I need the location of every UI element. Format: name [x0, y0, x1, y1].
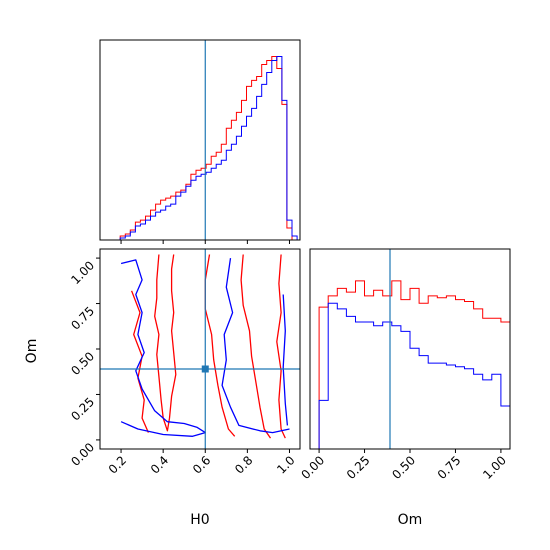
joint-xtick-label-3: 0.8 [232, 453, 255, 476]
joint-ytick-label-2: 0.50 [68, 349, 97, 378]
joint-ytick-label-0: 0.00 [68, 440, 97, 469]
contour-series-0-line-4 [276, 254, 286, 439]
h0-hist-frame [99, 39, 301, 241]
h0-om-joint-contour: 0.2 0.4 0.6 0.8 1.0 0.00 0.25 0.50 0.75 1.00 [68, 248, 301, 477]
joint-xtick-label-1: 0.4 [148, 453, 171, 476]
om-marginal-histogram: 0.00 0.25 0.50 0.75 1.00 [298, 248, 511, 482]
om-hist-series-1 [310, 302, 510, 449]
om-xtick-label-3: 0.75 [435, 453, 464, 482]
contour-series-0-line-1 [130, 290, 149, 433]
joint-ytick-label-1: 0.25 [68, 395, 97, 424]
om-xtick-label-2: 0.50 [389, 453, 418, 482]
contour-series-1-line-1 [221, 258, 290, 434]
joint-xtick-label-0: 0.2 [106, 453, 129, 476]
joint-xtick-label-4: 1.0 [274, 453, 297, 476]
x-axis-label-h0: H0 [190, 512, 209, 528]
om-hist-frame [309, 248, 511, 450]
joint-ytick-label-3: 0.75 [68, 304, 97, 333]
h0-hist-series-0 [100, 56, 300, 240]
om-xtick-label-4: 1.00 [480, 453, 509, 482]
om-xtick-label-1: 0.25 [344, 453, 373, 482]
x-axis-label-om: Om [398, 512, 423, 528]
h0-marginal-histogram [99, 39, 301, 244]
joint-frame [99, 248, 301, 450]
om-hist-series-0 [310, 280, 510, 449]
contour-series-1-line-2 [282, 294, 289, 426]
contour-series-0-line-0 [154, 254, 177, 432]
h0-hist-series-1 [100, 56, 300, 240]
truth-marker [201, 365, 209, 373]
contour-series-0-line-3 [240, 254, 272, 439]
contour-series-1-line-0 [120, 259, 206, 437]
contour-series-0-line-2 [204, 254, 236, 437]
y-axis-label-om: Om [24, 339, 40, 364]
om-xtick-label-0: 0.00 [298, 453, 327, 482]
joint-ytick-label-4: 1.00 [68, 258, 97, 287]
joint-xtick-label-2: 0.6 [190, 453, 213, 476]
